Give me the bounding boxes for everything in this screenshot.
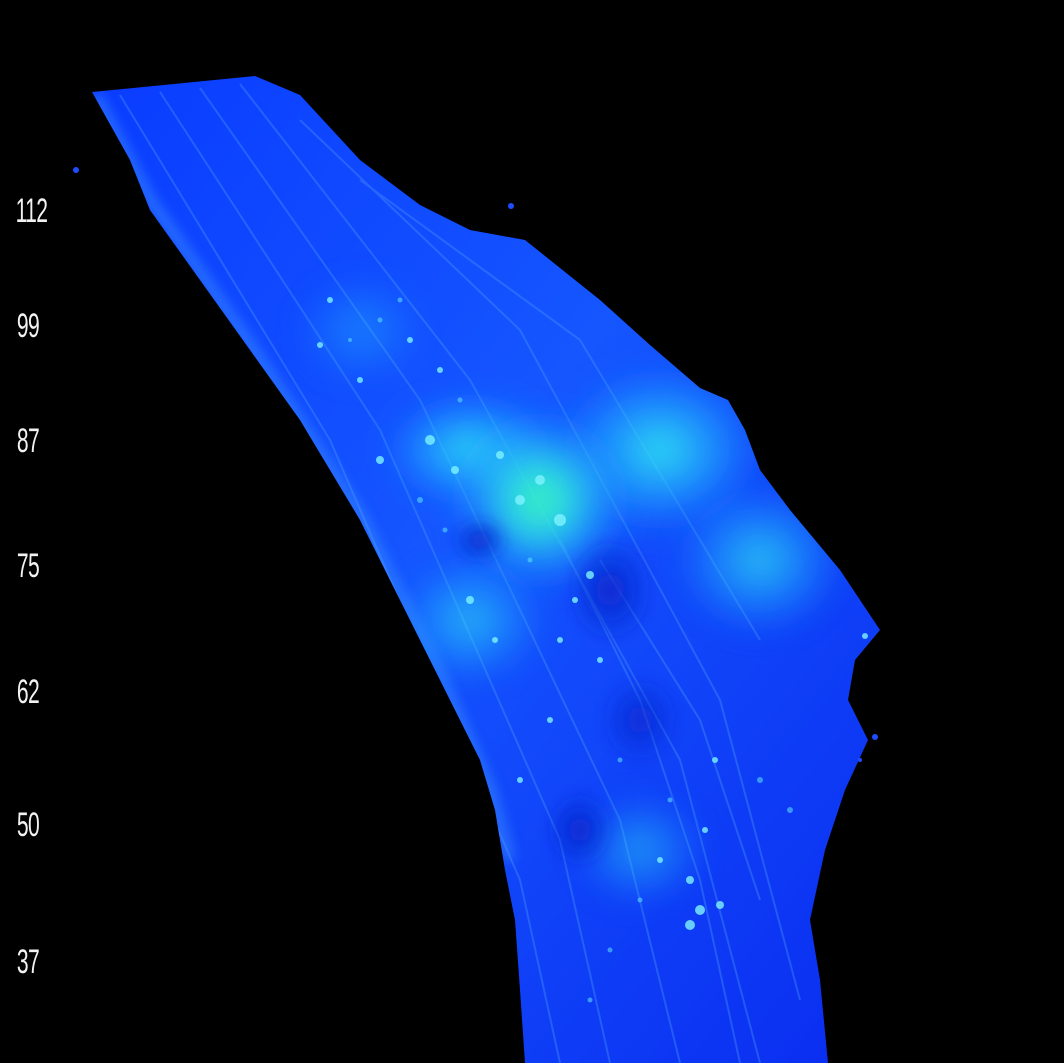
depth-tick-label: 112 — [15, 192, 48, 230]
depth-tick-label: 50 — [16, 806, 40, 844]
depth-scale: 112 99 87 75 62 50 37 — [0, 0, 70, 1063]
depth-tick-label: 37 — [16, 943, 40, 981]
depth-tick-label: 75 — [16, 547, 40, 585]
depth-tick-label: 99 — [16, 307, 40, 345]
depth-tick-label: 62 — [16, 673, 40, 711]
depth-tick-label: 87 — [16, 422, 40, 460]
